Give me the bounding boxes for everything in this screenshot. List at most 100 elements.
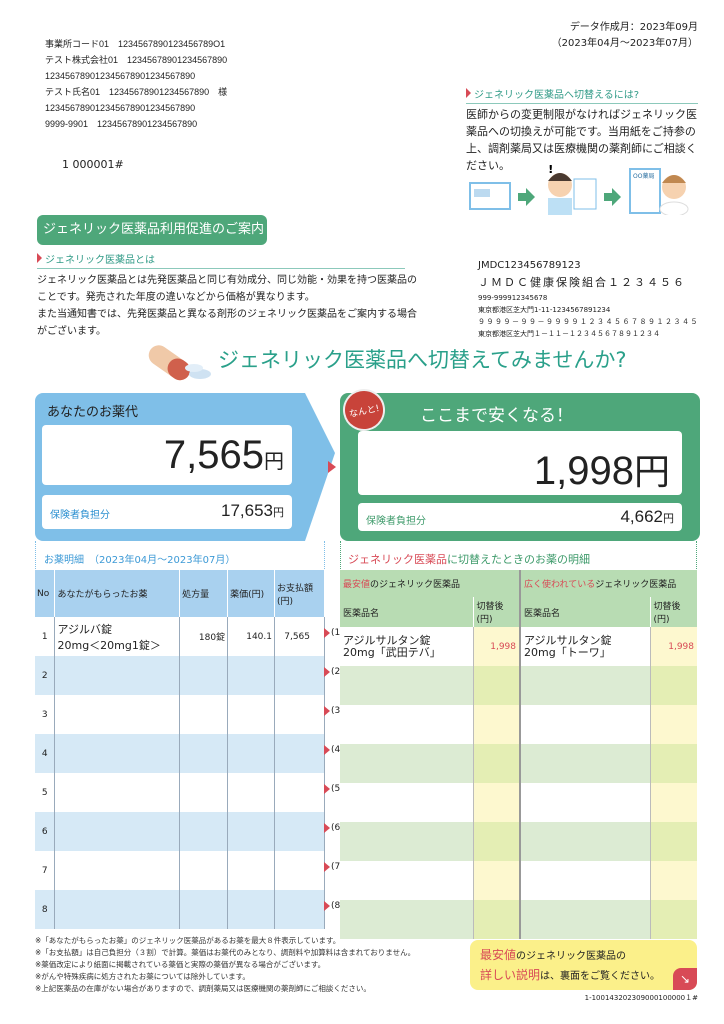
row-no: 6 (35, 812, 56, 851)
insurer-code: JMDC123456789123 (478, 260, 581, 271)
insurer-line: 999-999912345678 (478, 294, 548, 302)
recipient-address: 事業所コード01 1234567890123456789O1 テスト株式会社01… (45, 36, 227, 132)
row-price (227, 773, 275, 812)
arrow-right-icon (324, 784, 330, 794)
row-qty: 180錠 (179, 617, 229, 656)
insurer-block: JMDC123456789123 ＪＭＤＣ健康保険組合１２３４５６ 999-99… (478, 258, 699, 340)
row-generic-name (520, 900, 651, 939)
period: （2023年04月～2023年07月） (551, 38, 698, 49)
row-qty (179, 734, 229, 773)
drug-row: 7 (35, 851, 325, 890)
generic-row (340, 861, 697, 900)
row-after-price: 1,998 (650, 627, 697, 666)
pharmacy-sign: OO薬局 (633, 172, 654, 180)
insurer-line: ９９９９－９９－９９９９１２３４５６７８９１２３４５ (478, 318, 699, 326)
about-paragraph: また当通知書では、先発医薬品と異なる剤形のジェネリック医薬品をご案内する場合がご… (37, 309, 417, 337)
row-no: 2 (35, 656, 56, 695)
pill-icon (148, 345, 211, 381)
row-after-price (473, 822, 521, 861)
row-no: 1 (35, 617, 56, 656)
marker-label: (6) (331, 823, 344, 833)
arrow-right-icon (324, 823, 330, 833)
current-cost-panel: あなたのお薬代 7,565円 保険者負担分 17,653円 (35, 393, 335, 541)
row-drug (54, 890, 181, 929)
insurer-share-label: 保険者負担分 (366, 516, 426, 527)
insurer-line: 東京都港区芝大門1-11-1234567891234 (478, 306, 611, 314)
address-line: テスト氏名01 12345678901234567890 様 (45, 87, 228, 97)
row-marker: (1) (324, 628, 344, 638)
drug-row: 3 (35, 695, 325, 734)
generic-row (340, 666, 697, 705)
svg-text:!: ! (548, 165, 553, 176)
marker-label: (5) (331, 784, 344, 794)
row-after-price (473, 783, 521, 822)
col-paid: お支払額(円) (274, 570, 325, 617)
generic-drugs-table: 最安値のジェネリック医薬品 広く使われているジェネリック医薬品 医薬品名 切替後… (340, 570, 697, 939)
row-paid (274, 734, 325, 773)
row-after-price (473, 744, 521, 783)
generic-row (340, 705, 697, 744)
row-generic-name (520, 666, 651, 705)
created-month: データ作成月：2023年09月 (569, 22, 698, 33)
row-generic-name (340, 666, 474, 705)
row-after-price (650, 705, 697, 744)
arrow-right-icon (324, 628, 330, 638)
headline: ジェネリック医薬品へ切替えてみませんか? (218, 348, 627, 372)
group-rest: のジェネリック医薬品 (370, 580, 461, 590)
footnote: ※「お支払額」は自己負担分（３割）で計算。薬価はお薬代のみとなり、調剤料や加算料… (35, 948, 416, 957)
row-qty (179, 812, 229, 851)
yen-unit: 円 (273, 507, 284, 519)
generic-row (340, 900, 697, 939)
footnote: ※薬価改定により紙面に掲載されている薬価と実際の薬価が異なる場合がございます。 (35, 960, 326, 969)
col-price: 薬価(円) (227, 570, 275, 617)
marker-label: (2) (331, 667, 344, 677)
insurer-name: ＪＭＤＣ健康保険組合１２３４５６ (478, 276, 686, 289)
row-drug (54, 851, 181, 890)
row-after-price (473, 900, 521, 939)
col-after-price: 切替後(円) (650, 597, 697, 627)
address-line: 事業所コード01 1234567890123456789O1 (45, 39, 226, 49)
section-highlight: ジェネリック医薬品 (348, 553, 447, 566)
col-no: No (35, 570, 56, 617)
drug-row: 6 (35, 812, 325, 851)
row-paid: 7,565 (274, 617, 325, 656)
howto-text: 医師からの変更制限がなければジェネリック医薬品への切換えが可能です。当用紙をご持… (466, 108, 697, 172)
row-price (227, 890, 275, 929)
insurer-share-value: 4,662 (620, 507, 663, 526)
col-generic-name: 医薬品名 (340, 597, 474, 627)
generic-row: アジルサルタン錠 20mg「武田テバ」 1,998 アジルサルタン錠 20mg「トー… (340, 627, 697, 666)
row-after-price (650, 900, 697, 939)
row-generic-name (340, 822, 474, 861)
col-drug: あなたがもらったお薬 (54, 570, 181, 617)
generic-cost-amount: 1,998円 (358, 431, 682, 495)
group-popular: 広く使われているジェネリック医薬品 (520, 570, 697, 597)
current-cost-label: あなたのお薬代 (47, 405, 139, 420)
footnote: ※上記医薬品の在庫がない場合がありますので、調剤薬局又は医療機関の薬剤師にご相談… (35, 984, 371, 993)
drug-row: 2 (35, 656, 325, 695)
switch-illustration: ! OO薬局 (469, 165, 689, 215)
row-paid (274, 890, 325, 929)
group-highlight: 最安値 (343, 580, 371, 590)
row-no: 7 (35, 851, 56, 890)
row-generic-name (520, 705, 651, 744)
row-generic-name (340, 861, 474, 900)
pharmacy-icon (629, 168, 661, 214)
row-after-price (650, 666, 697, 705)
footnote: ※がんや特殊疾病に処方されたお薬については除外しています。 (35, 972, 250, 981)
document-code: 1-100143202309000100000１# (584, 994, 698, 1002)
row-qty (179, 851, 229, 890)
generic-amount-value: 1,998 (533, 449, 634, 493)
notice-text: のジェネリック医薬品の (516, 951, 627, 962)
drug-row: 5 (35, 773, 325, 812)
page-banner: ジェネリック医薬品利用促進のご案内 (37, 215, 267, 245)
row-marker: (2) (324, 667, 344, 677)
footnote: ※「あなたがもらったお薬」のジェネリック医薬品があるお薬を最大８件表示しています… (35, 936, 341, 945)
row-after-price (650, 783, 697, 822)
current-cost-amount: 7,565円 (42, 425, 292, 485)
generic-cost-label: ここまで安くなる！ (420, 406, 573, 426)
row-no: 8 (35, 890, 56, 929)
row-marker: (6) (324, 823, 344, 833)
arrow-down-right-icon: ↘ (673, 968, 697, 990)
insurer-share-value: 17,653 (221, 501, 273, 520)
row-price (227, 656, 275, 695)
